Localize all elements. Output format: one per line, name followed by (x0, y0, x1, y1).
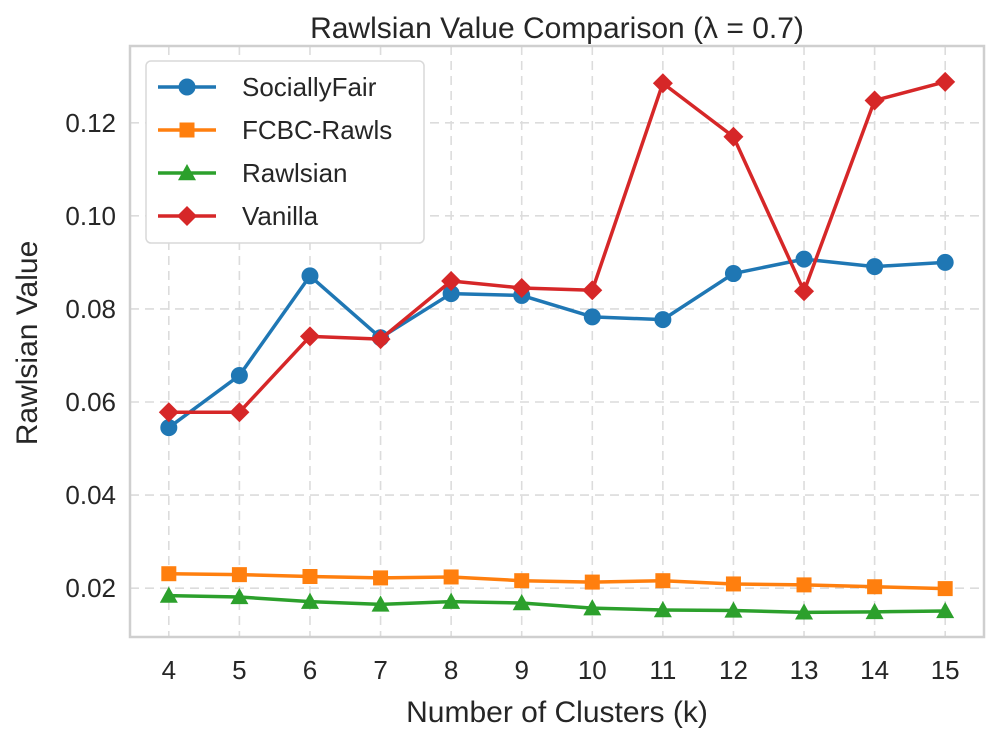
data-point-fcbc-rawls-k13 (796, 577, 812, 593)
legend-marker-sociallyfair (178, 78, 196, 96)
data-point-vanilla-k15 (935, 71, 956, 92)
data-point-sociallyfair-k14 (866, 258, 884, 276)
data-point-vanilla-k7 (370, 329, 391, 350)
data-point-rawlsian-k4 (159, 586, 178, 603)
data-point-rawlsian-k8 (442, 592, 461, 609)
legend-item-sociallyfair: SociallyFair (158, 72, 377, 102)
data-point-sociallyfair-k6 (301, 267, 319, 285)
data-point-fcbc-rawls-k14 (867, 579, 883, 595)
plot-frame (128, 44, 986, 639)
series-layer (158, 71, 956, 620)
data-point-rawlsian-k5 (230, 587, 249, 605)
data-point-sociallyfair-k11 (654, 311, 672, 329)
y-tick-label-1: 0.04 (65, 480, 116, 510)
x-tick-label-15: 15 (931, 655, 960, 685)
series-rawlsian (159, 586, 955, 620)
x-tick-label-8: 8 (444, 655, 458, 685)
data-point-rawlsian-k7 (371, 595, 390, 612)
legend-box (145, 60, 425, 244)
data-point-fcbc-rawls-k10 (584, 574, 600, 590)
x-axis-label: Number of Clusters (k) (406, 696, 708, 729)
data-point-sociallyfair-k13 (795, 250, 813, 268)
legend: SociallyFair FCBC-Rawls Rawlsian Vanilla (145, 60, 425, 244)
data-point-sociallyfair-k15 (936, 253, 954, 271)
data-point-rawlsian-k11 (653, 601, 672, 618)
y-tick-label-3: 0.08 (65, 294, 116, 324)
x-axis-ticks: 4 5 6 7 8 9 10 11 12 13 14 15 (162, 655, 960, 685)
data-point-vanilla-k14 (864, 90, 885, 111)
data-point-sociallyfair-k12 (724, 265, 742, 283)
legend-label-rawlsian: Rawlsian (242, 158, 348, 188)
data-point-fcbc-rawls-k4 (161, 566, 177, 582)
legend-marker-fcbc-rawls (179, 122, 195, 138)
data-point-sociallyfair-k5 (230, 366, 248, 384)
data-point-vanilla-k6 (299, 326, 320, 347)
data-point-rawlsian-k15 (936, 601, 955, 619)
legend-item-vanilla: Vanilla (158, 201, 319, 231)
data-point-rawlsian-k13 (795, 603, 814, 620)
legend-label-fcbc-rawls: FCBC-Rawls (242, 115, 392, 145)
x-tick-label-9: 9 (514, 655, 528, 685)
data-point-rawlsian-k6 (300, 592, 319, 609)
series-line-rawlsian (168, 593, 946, 615)
chart-title: Rawlsian Value Comparison (λ = 0.7) (310, 12, 804, 45)
data-point-vanilla-k8 (441, 271, 462, 292)
data-point-fcbc-rawls-k9 (514, 573, 530, 589)
data-point-sociallyfair-k10 (583, 308, 601, 326)
data-point-fcbc-rawls-k6 (302, 569, 318, 585)
x-tick-label-11: 11 (649, 655, 676, 685)
data-point-rawlsian-k12 (724, 601, 743, 618)
data-point-fcbc-rawls-k5 (231, 567, 247, 583)
x-tick-label-10: 10 (578, 655, 607, 685)
data-point-vanilla-k10 (582, 280, 603, 301)
legend-marker-rawlsian (178, 164, 196, 181)
series-fcbc-rawls (161, 566, 953, 597)
y-tick-label-0: 0.02 (65, 573, 116, 603)
y-tick-label-5: 0.12 (65, 108, 116, 138)
series-sociallyfair (160, 250, 954, 437)
series-vanilla (158, 71, 956, 423)
y-axis-label: Rawlsian Value (11, 241, 44, 446)
data-point-fcbc-rawls-k7 (373, 570, 389, 586)
legend-item-fcbc-rawls: FCBC-Rawls (158, 115, 392, 145)
data-point-rawlsian-k9 (512, 594, 531, 611)
data-point-rawlsian-k14 (865, 602, 884, 620)
data-point-fcbc-rawls-k12 (725, 576, 741, 592)
x-tick-label-5: 5 (232, 655, 246, 685)
x-tick-label-4: 4 (162, 655, 176, 685)
data-point-vanilla-k12 (723, 126, 744, 147)
data-point-fcbc-rawls-k11 (655, 573, 671, 589)
data-point-vanilla-k11 (652, 73, 673, 94)
series-line-vanilla (168, 80, 946, 414)
legend-label-vanilla: Vanilla (242, 201, 319, 231)
series-line-fcbc-rawls (168, 571, 946, 591)
data-point-vanilla-k13 (794, 281, 815, 302)
data-point-fcbc-rawls-k15 (937, 581, 953, 597)
data-point-vanilla-k4 (158, 402, 179, 423)
data-point-fcbc-rawls-k8 (443, 569, 459, 585)
data-point-vanilla-k5 (229, 402, 250, 423)
legend-item-rawlsian: Rawlsian (158, 158, 348, 188)
x-tick-label-7: 7 (373, 655, 387, 685)
y-axis-ticks: 0.02 0.04 0.06 0.08 0.10 0.12 (65, 108, 116, 603)
x-tick-label-14: 14 (860, 655, 889, 685)
legend-marker-vanilla (177, 206, 197, 226)
legend-label-sociallyfair: SociallyFair (242, 72, 377, 102)
data-point-vanilla-k9 (511, 277, 532, 298)
x-tick-label-13: 13 (790, 655, 819, 685)
y-tick-label-4: 0.10 (65, 201, 116, 231)
data-point-rawlsian-k10 (583, 599, 602, 616)
x-tick-label-12: 12 (719, 655, 748, 685)
x-tick-label-6: 6 (303, 655, 317, 685)
y-tick-label-2: 0.06 (65, 387, 116, 417)
